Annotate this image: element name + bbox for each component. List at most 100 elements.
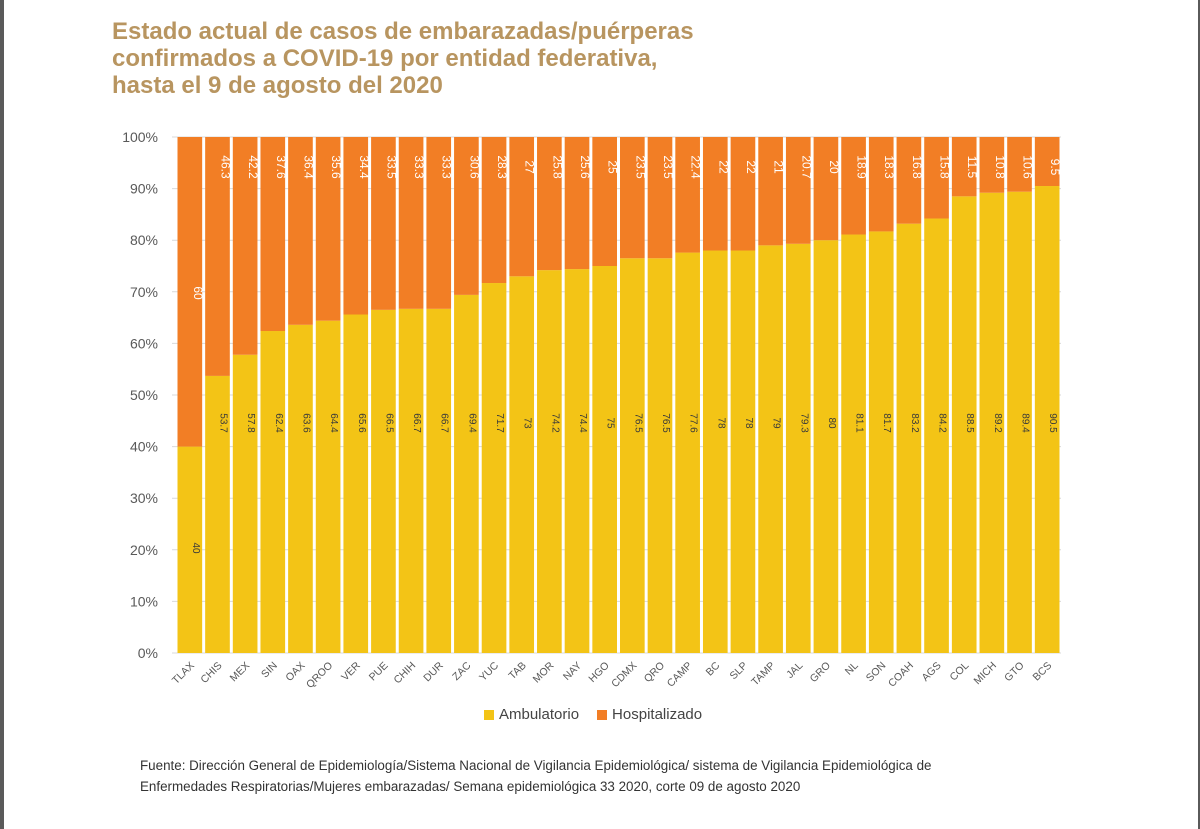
- y-tick-label: 90%: [130, 181, 158, 197]
- data-label-ambulatorio: 66.7: [411, 413, 422, 433]
- bar-hospitalizado: [868, 137, 894, 232]
- data-label-ambulatorio: 66.5: [383, 413, 394, 433]
- bar-ambulatorio: [509, 276, 535, 653]
- data-label-ambulatorio: 66.7: [439, 413, 450, 433]
- data-label-hospitalizado: 33.5: [384, 155, 398, 179]
- data-label-ambulatorio: 81.7: [881, 413, 892, 433]
- data-label-hospitalizado: 33.3: [412, 155, 426, 179]
- bar-hospitalizado: [315, 137, 341, 321]
- data-label-hospitalizado: 28.3: [495, 155, 509, 179]
- data-label-ambulatorio: 77.6: [688, 413, 699, 433]
- source-note-line-2: Enfermedades Respiratorias/Mujeres embar…: [140, 779, 801, 794]
- bar-ambulatorio: [481, 283, 507, 653]
- bar-hospitalizado: [260, 137, 286, 332]
- bar-ambulatorio: [371, 309, 396, 653]
- data-label-hospitalizado: 25.6: [578, 155, 592, 179]
- y-tick-label: 80%: [130, 232, 158, 248]
- data-label-hospitalizado: 42.2: [246, 155, 260, 179]
- bar-hospitalizado: [537, 137, 562, 271]
- stacked-bar-chart: 0% 10% 20% 30% 40% 50% 60% 70% 80% 90% 100% 40 60 TLA…: [122, 129, 1062, 691]
- legend-item-hospitalizado: Hospitalizado: [597, 706, 702, 723]
- data-label-hospitalizado: 37.6: [274, 155, 288, 179]
- x-tick-label: CDMX: [609, 660, 639, 690]
- bar-ambulatorio: [924, 218, 949, 653]
- bar-ambulatorio: [813, 240, 839, 653]
- x-tick-label: ZAC: [450, 659, 474, 683]
- data-label-hospitalizado: 21: [772, 160, 786, 174]
- data-label-ambulatorio: 64.4: [328, 413, 339, 433]
- data-label-ambulatorio: 63.6: [300, 413, 311, 433]
- data-label-hospitalizado: 27: [523, 160, 537, 174]
- x-tick-label: OAX: [283, 660, 307, 684]
- bar-ambulatorio: [896, 223, 922, 654]
- data-label-hospitalizado: 9.5: [1048, 159, 1062, 176]
- bar-hospitalizado: [675, 137, 700, 253]
- bar-hospitalizado: [398, 137, 424, 309]
- legend-swatch-ambulatorio: [484, 709, 494, 720]
- bar-ambulatorio: [675, 252, 700, 654]
- data-label-ambulatorio: 79.3: [798, 413, 809, 433]
- bar-hospitalizado: [454, 137, 479, 295]
- legend-label-ambulatorio: Ambulatorio: [499, 706, 580, 723]
- data-label-ambulatorio: 62.4: [273, 413, 284, 433]
- x-tick-label: TAMP: [749, 660, 778, 689]
- bar-hospitalizado: [177, 137, 203, 447]
- data-label-hospitalizado: 10.6: [1021, 155, 1035, 179]
- bar-ambulatorio: [564, 269, 590, 653]
- data-label-hospitalizado: 15.8: [938, 155, 952, 179]
- chart-legend: Ambulatorio Hospitalizado: [484, 706, 720, 723]
- x-tick-label: CHIS: [198, 660, 224, 686]
- x-tick-label: QROO: [304, 660, 335, 691]
- x-tick-label: PUE: [367, 660, 391, 684]
- y-tick-label: 50%: [130, 387, 158, 403]
- bar-hospitalizado: [481, 137, 507, 284]
- bar-ambulatorio: [398, 308, 424, 653]
- bar-hospitalizado: [288, 137, 313, 325]
- data-label-hospitalizado: 23.5: [633, 155, 647, 179]
- data-label-hospitalizado: 18.3: [882, 155, 896, 179]
- x-tick-label: BCS: [1031, 660, 1055, 684]
- data-label-hospitalizado: 23.5: [661, 155, 675, 179]
- bar-ambulatorio: [260, 331, 286, 653]
- bar-ambulatorio: [730, 250, 756, 653]
- bar-hospitalizado: [232, 137, 258, 355]
- y-tick-label: 20%: [130, 542, 158, 558]
- chart-title-line-1: Estado actual de casos de embarazadas/pu…: [112, 18, 694, 45]
- x-tick-label: QRO: [642, 660, 667, 685]
- bar-ambulatorio: [702, 250, 728, 653]
- legend-swatch-hospitalizado: [597, 709, 608, 720]
- data-label-ambulatorio: 78: [715, 417, 726, 429]
- data-label-hospitalizado: 33.3: [440, 155, 454, 179]
- data-label-hospitalizado: 22: [744, 160, 758, 174]
- data-label-ambulatorio: 83.2: [909, 413, 920, 433]
- x-tick-label: CAMP: [665, 660, 695, 690]
- y-tick-label: 30%: [130, 490, 158, 506]
- data-label-ambulatorio: 40: [190, 542, 201, 554]
- data-label-hospitalizado: 16.8: [910, 155, 924, 179]
- data-label-ambulatorio: 75: [605, 417, 616, 429]
- data-label-ambulatorio: 78: [743, 417, 754, 429]
- data-label-hospitalizado: 34.4: [357, 155, 371, 179]
- data-label-ambulatorio: 81.1: [854, 413, 865, 433]
- data-label-ambulatorio: 53.7: [217, 413, 228, 433]
- data-label-hospitalizado: 60: [191, 286, 205, 300]
- bar-ambulatorio: [620, 258, 645, 653]
- bar-ambulatorio: [177, 446, 203, 653]
- bar-ambulatorio: [841, 234, 866, 654]
- bar-ambulatorio: [868, 231, 894, 654]
- data-label-hospitalizado: 35.6: [329, 155, 343, 179]
- data-label-hospitalizado: 18.9: [855, 155, 869, 179]
- y-tick-label: 70%: [130, 284, 158, 300]
- data-label-ambulatorio: 73: [522, 417, 533, 429]
- data-label-ambulatorio: 88.5: [964, 413, 975, 433]
- data-label-ambulatorio: 90.5: [1047, 413, 1058, 433]
- y-tick-label: 0%: [138, 645, 158, 661]
- x-tick-label: SIN: [259, 660, 280, 681]
- bar-hospitalizado: [841, 137, 866, 235]
- bar-hospitalizado: [896, 137, 922, 224]
- x-tick-label: TAB: [506, 660, 528, 682]
- legend-item-ambulatorio: Ambulatorio: [484, 706, 579, 723]
- bar-hospitalizado: [426, 137, 452, 309]
- data-label-ambulatorio: 80: [826, 417, 837, 429]
- x-tick-label: NAY: [561, 660, 584, 683]
